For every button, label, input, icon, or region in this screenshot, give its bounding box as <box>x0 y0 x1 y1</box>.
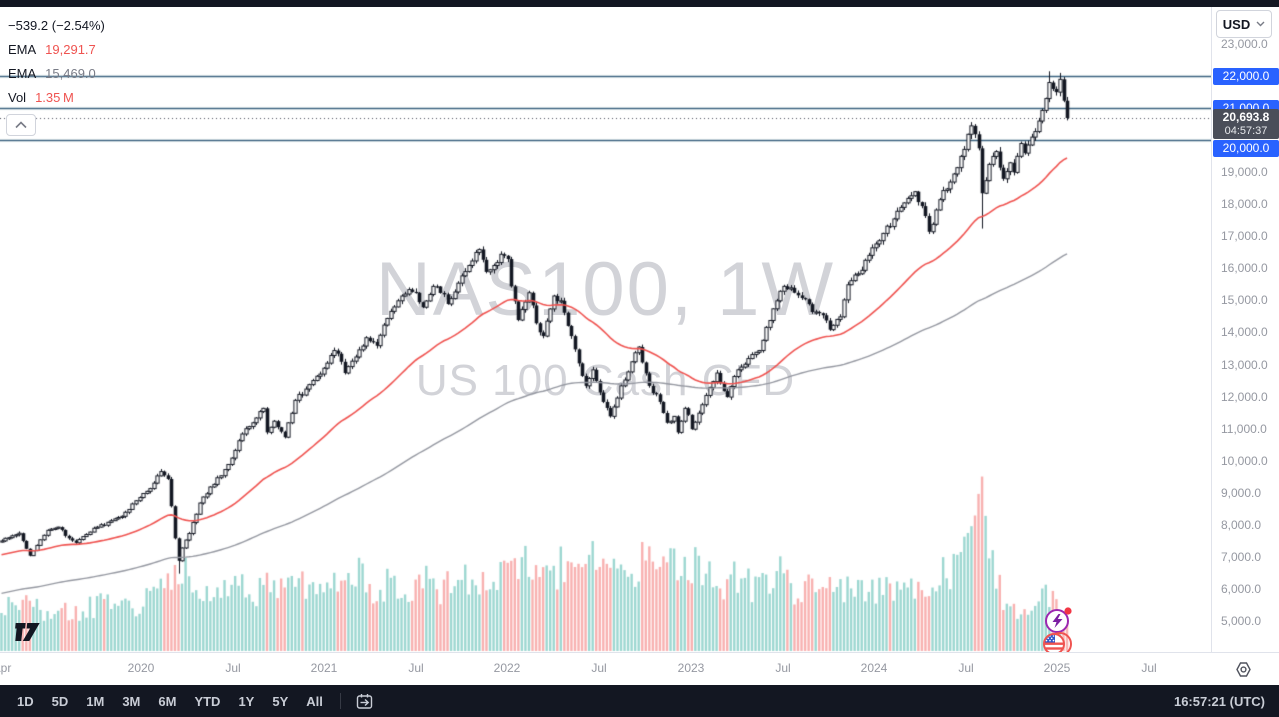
indicator-value: 19,291.7 <box>45 42 96 57</box>
price-tick: 6,000.0 <box>1221 582 1262 597</box>
candlestick-chart[interactable] <box>0 7 1211 652</box>
us-flag-circle-icon <box>1043 632 1072 652</box>
range-button-1m[interactable]: 1M <box>77 689 113 714</box>
top-bar <box>0 0 1279 7</box>
time-axis[interactable]: Apr 2020 Jul 2021 Jul 2022 Jul 2023 Jul 2024 Jul 20… <box>0 652 1279 686</box>
range-button-5d[interactable]: 5D <box>43 689 78 714</box>
price-change-text: −539.2 (−2.54%) <box>8 18 105 33</box>
price-tick: 10,000.0 <box>1221 453 1268 468</box>
bar-close-countdown: 04:57:37 <box>1224 125 1268 138</box>
price-tick: 14,000.0 <box>1221 325 1268 340</box>
time-tick-2025: 2025 <box>1043 661 1071 675</box>
range-button-1d[interactable]: 1D <box>8 689 43 714</box>
indicator-row-vol-2: Vol 1.35 M <box>8 86 105 110</box>
chevron-down-icon <box>1256 21 1265 27</box>
tradingview-logo[interactable] <box>12 620 46 649</box>
price-tick: 9,000.0 <box>1221 485 1262 500</box>
currency-value: USD <box>1222 16 1251 32</box>
indicator-label: Vol <box>8 90 27 105</box>
indicator-legend: −539.2 (−2.54%) EMA 19,291.7 EMA 15,469.0 Vo… <box>6 14 105 136</box>
price-tick: 13,000.0 <box>1221 357 1268 372</box>
price-tick: 15,000.0 <box>1221 293 1268 308</box>
indicator-value: 15,469.0 <box>45 66 96 81</box>
price-tick: 11,000.0 <box>1221 421 1267 436</box>
toolbar-separator <box>339 693 341 709</box>
last-price-value: 20,693.8 <box>1222 110 1270 125</box>
range-button-ytd[interactable]: YTD <box>185 689 229 714</box>
range-button-all[interactable]: All <box>297 689 332 714</box>
time-tick-jul: Jul <box>1141 661 1157 675</box>
time-tick-2024: 2024 <box>860 661 888 675</box>
hline-price-label[interactable]: 22,000.0 <box>1213 67 1279 85</box>
price-tick: 17,000.0 <box>1221 229 1268 244</box>
goto-date-button[interactable] <box>349 688 380 715</box>
clock-utc[interactable]: 16:57:21 (UTC) <box>1173 693 1265 709</box>
time-tick-2022: 2022 <box>493 661 521 675</box>
price-tick: 7,000.0 <box>1221 550 1262 565</box>
price-tick: 23,000.0 <box>1221 36 1268 51</box>
range-button-6m[interactable]: 6M <box>149 689 185 714</box>
range-button-3m[interactable]: 3M <box>113 689 149 714</box>
currency-dropdown[interactable]: USD <box>1216 10 1272 38</box>
indicator-row-ema-0: EMA 19,291.7 <box>8 38 105 62</box>
gear-icon <box>1235 661 1251 677</box>
indicator-value: 1.35 M <box>35 90 74 105</box>
time-tick-jul: Jul <box>225 661 241 675</box>
range-button-5y[interactable]: 5Y <box>263 689 297 714</box>
price-tick: 12,000.0 <box>1221 389 1268 404</box>
last-price-label[interactable]: 20,693.8 04:57:37 <box>1213 109 1279 140</box>
range-button-1y[interactable]: 1Y <box>229 689 263 714</box>
time-tick-jul: Jul <box>958 661 974 675</box>
time-tick-apr: Apr <box>0 661 12 675</box>
price-tick: 5,000.0 <box>1221 614 1262 629</box>
axis-settings-icon[interactable] <box>1232 658 1254 680</box>
price-tick: 8,000.0 <box>1221 518 1262 532</box>
price-tick: 16,000.0 <box>1221 261 1268 276</box>
time-tick-2021: 2021 <box>310 661 338 675</box>
chevron-up-icon <box>15 121 27 129</box>
time-tick-jul: Jul <box>591 661 607 675</box>
tradingview-logo-icon <box>15 623 40 641</box>
price-axis[interactable]: USD 23,000.0 19,000.0 18,000.0 17,000.0 16,0… <box>1211 7 1279 652</box>
legend-collapse-button[interactable] <box>6 114 36 136</box>
indicator-label: EMA <box>8 66 37 81</box>
calendar-goto-date-icon <box>356 693 373 709</box>
hline-price-label[interactable]: 20,000.0 <box>1213 139 1279 157</box>
date-range-buttons: 1D 5D 1M 3M 6M YTD 1Y 5Y All <box>0 689 332 714</box>
time-tick-2020: 2020 <box>127 661 155 675</box>
us-flag-event-icon[interactable] <box>1041 630 1075 652</box>
indicator-rows: EMA 19,291.7 EMA 15,469.0 Vol 1.35 M <box>8 38 105 110</box>
lightning-badge-icon <box>1045 607 1072 633</box>
time-tick-2023: 2023 <box>677 661 705 675</box>
chart-pane: NAS100, 1W US 100 Cash CFD −539.2 (−2.54… <box>0 7 1211 652</box>
events-lightning-icon[interactable] <box>1043 604 1075 641</box>
price-tick: 18,000.0 <box>1221 197 1268 211</box>
bottom-toolbar: 1D 5D 1M 3M 6M YTD 1Y 5Y All 16:57:21 (UTC) <box>0 685 1279 717</box>
price-tick: 19,000.0 <box>1221 164 1268 179</box>
indicator-label: EMA <box>8 42 37 57</box>
time-tick-jul: Jul <box>408 661 424 675</box>
indicator-row-ema-1: EMA 15,469.0 <box>8 62 105 86</box>
time-tick-jul: Jul <box>775 661 791 675</box>
